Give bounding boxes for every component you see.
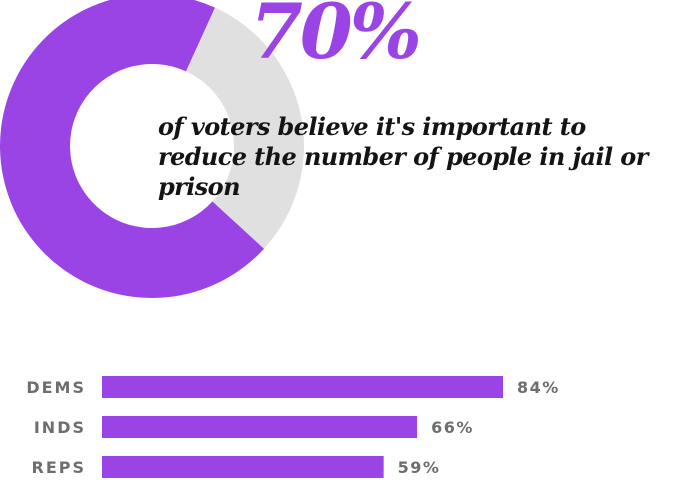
bar-category-label: INDS [34, 418, 86, 437]
bar-reps [102, 456, 384, 478]
headline-text: of voters believe it's important to redu… [158, 112, 648, 201]
bar-category-label: REPS [32, 458, 87, 477]
bar-value-label: 66% [431, 418, 474, 437]
bar-inds [102, 416, 418, 438]
party-bar-chart: DEMS 84% INDS 66% REPS 59% [26, 376, 560, 478]
donut-slice-remainder [186, 7, 305, 249]
bar-dems [102, 376, 503, 398]
bar-value-label: 84% [517, 378, 560, 397]
donut-slice-believe [0, 0, 265, 298]
headline-percent: 70% [250, 0, 422, 76]
bar-category-label: DEMS [26, 378, 86, 397]
bar-value-label: 59% [398, 458, 441, 477]
donut-chart [0, 0, 305, 298]
